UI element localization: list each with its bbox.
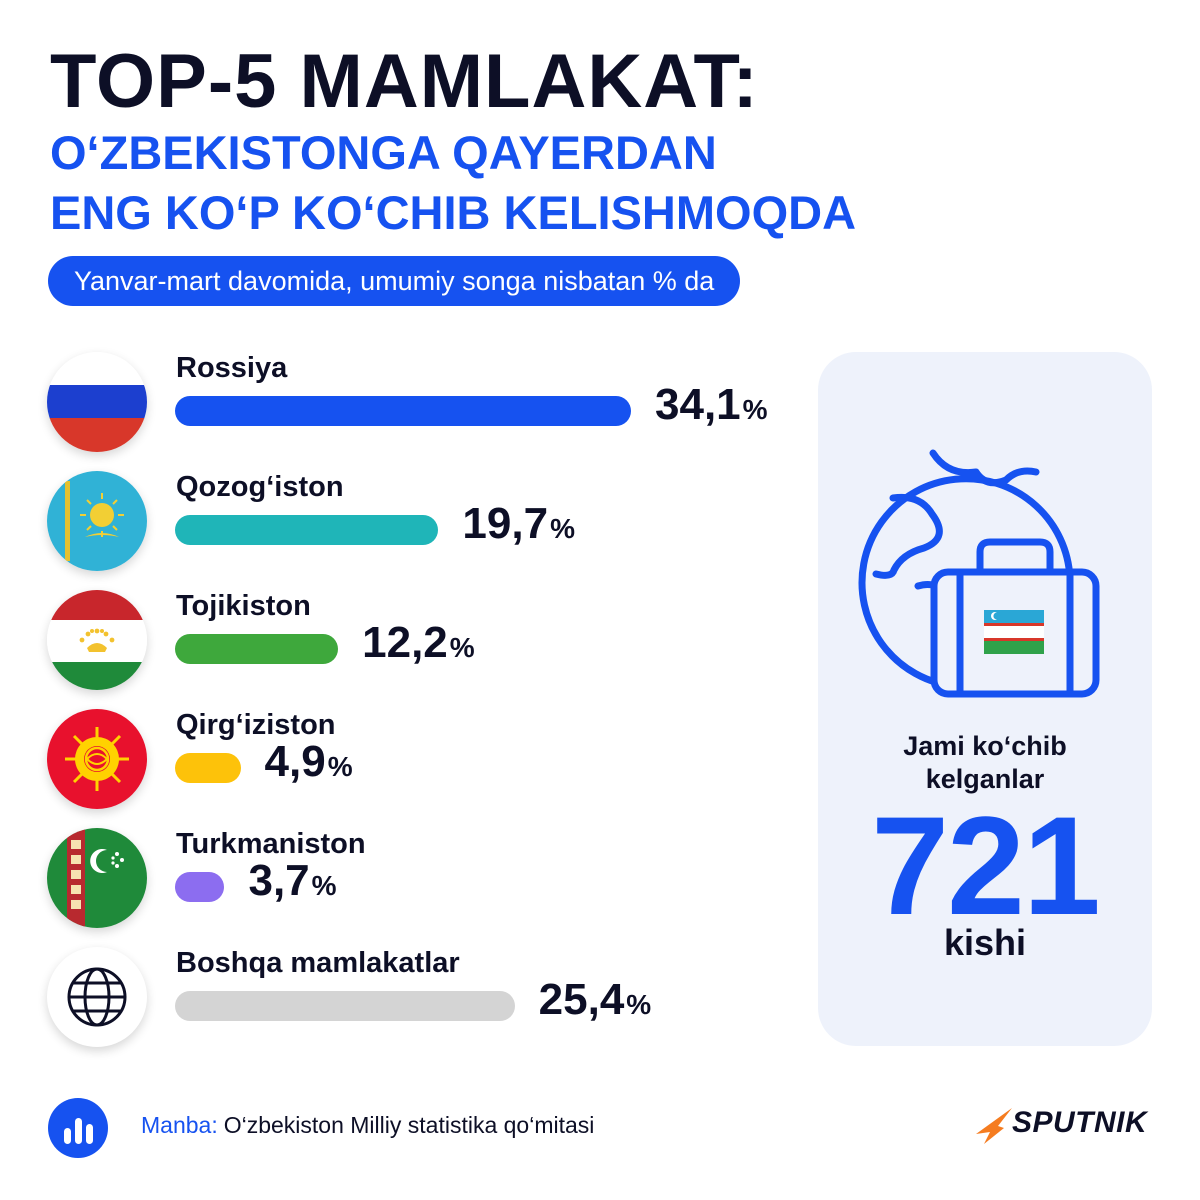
category-label-other: Boshqa mamlakatlar bbox=[176, 947, 460, 979]
bar-turkmenistan bbox=[175, 872, 225, 902]
value-label-russia: 34,1% bbox=[655, 380, 768, 429]
brand-logo: SPUTNIK bbox=[974, 1102, 1154, 1146]
period-note-badge: Yanvar-mart davomida, umumiy songa nisba… bbox=[48, 256, 741, 306]
category-label-kazakhstan: Qozog‘iston bbox=[176, 471, 344, 503]
category-label-tajikistan: Tojikiston bbox=[176, 590, 311, 622]
total-label-line1: Jami ko‘chib bbox=[903, 731, 1067, 761]
turkmenistan-flag-icon bbox=[47, 828, 147, 928]
russia-flag-icon bbox=[47, 352, 147, 452]
page-title: TOP-5 MAMLAKAT: bbox=[50, 39, 759, 124]
chart-row-turkmenistan: Turkmaniston 3,7% bbox=[0, 828, 800, 948]
chart-row-russia: Rossiya 34,1% bbox=[0, 352, 800, 472]
bar-chart-icon bbox=[48, 1098, 108, 1158]
bar-kazakhstan bbox=[175, 515, 439, 545]
total-value: 721 bbox=[871, 787, 1101, 944]
source-note: Manba: O‘zbekiston Milliy statistika qo‘m… bbox=[141, 1112, 594, 1139]
value-label-kazakhstan: 19,7% bbox=[462, 499, 575, 548]
page-subtitle-line2: ENG KO‘P KO‘CHIB KELISHMOQDA bbox=[50, 186, 857, 239]
source-text: O‘zbekiston Milliy statistika qo‘mitasi bbox=[223, 1112, 595, 1138]
bar-other bbox=[175, 991, 515, 1021]
bar-russia bbox=[175, 396, 631, 426]
value-label-tajikistan: 12,2% bbox=[362, 618, 475, 667]
brand-name: SPUTNIK bbox=[1012, 1106, 1148, 1139]
globe-icon bbox=[47, 947, 147, 1047]
chart-row-tajikistan: Tojikiston 12,2% bbox=[0, 590, 800, 710]
value-label-turkmenistan: 3,7% bbox=[248, 856, 337, 905]
category-label-turkmenistan: Turkmaniston bbox=[176, 828, 366, 860]
total-summary-card: Jami ko‘chib kelganlar 721 kishi bbox=[818, 352, 1152, 1046]
tajikistan-flag-icon bbox=[47, 590, 147, 690]
total-label-line2: kelganlar bbox=[925, 764, 1045, 794]
category-label-kyrgyzstan: Qirg‘iziston bbox=[176, 709, 336, 741]
source-label: Manba: bbox=[141, 1112, 218, 1138]
kazakhstan-flag-icon bbox=[47, 471, 147, 571]
chart-row-other: Boshqa mamlakatlar 25,4% bbox=[0, 947, 800, 1067]
bar-tajikistan bbox=[175, 634, 339, 664]
category-label-russia: Rossiya bbox=[176, 352, 288, 384]
value-label-kyrgyzstan: 4,9% bbox=[264, 737, 353, 786]
chart-row-kazakhstan: Qozog‘iston 19,7% bbox=[0, 471, 800, 591]
kyrgyzstan-flag-icon bbox=[47, 709, 147, 809]
value-label-other: 25,4% bbox=[538, 975, 652, 1024]
globe-suitcase-icon bbox=[858, 428, 1118, 698]
page-subtitle-line1: O‘ZBEKISTONGA QAYERDAN bbox=[50, 126, 717, 179]
total-unit: kishi bbox=[943, 922, 1027, 963]
chart-row-kyrgyzstan: Qirg‘iziston 4,9% bbox=[0, 709, 800, 829]
sputnik-logo-icon bbox=[976, 1108, 1012, 1144]
bar-kyrgyzstan bbox=[175, 753, 241, 783]
